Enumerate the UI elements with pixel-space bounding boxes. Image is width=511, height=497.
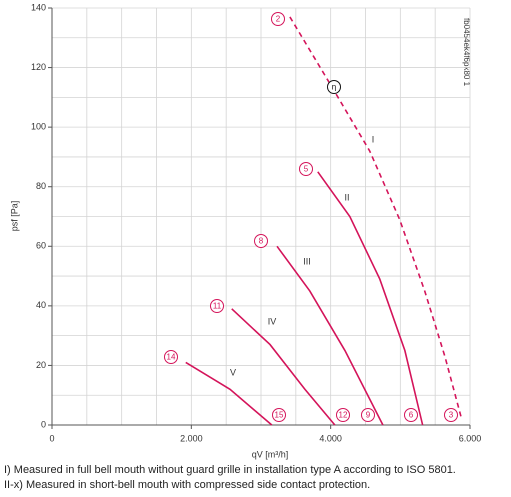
annotation-marker bbox=[336, 408, 350, 422]
y-tick-label: 0 bbox=[41, 419, 46, 429]
curve-label: V bbox=[230, 367, 236, 377]
x-axis-label: qV [m³/h] bbox=[252, 449, 289, 459]
annotation-marker bbox=[404, 408, 418, 422]
curve-label: II bbox=[344, 192, 349, 202]
annotation-marker bbox=[299, 162, 313, 176]
y-tick-label: 140 bbox=[31, 2, 46, 12]
annotation: 14 bbox=[167, 353, 176, 362]
annotation-marker bbox=[444, 408, 458, 422]
annotation-marker bbox=[327, 80, 341, 94]
curve-label: IV bbox=[268, 316, 277, 326]
y-axis-label: psf [Pa] bbox=[9, 201, 19, 232]
curve bbox=[289, 16, 463, 420]
annotation: 3 bbox=[449, 411, 454, 420]
annotation-marker bbox=[164, 350, 178, 364]
curve-label: I bbox=[372, 134, 375, 144]
curve-label: III bbox=[303, 256, 311, 266]
annotation: 6 bbox=[409, 411, 414, 420]
curve bbox=[276, 245, 384, 426]
annotation: 5 bbox=[304, 165, 309, 174]
y-tick-label: 100 bbox=[31, 122, 46, 132]
x-tick-label: 6.000 bbox=[459, 433, 482, 443]
annotation: 12 bbox=[339, 411, 348, 420]
annotation-marker bbox=[361, 408, 375, 422]
footnote: II-x) Measured in short-bell mouth with … bbox=[4, 479, 370, 491]
curve bbox=[317, 171, 424, 426]
annotation: 8 bbox=[259, 237, 264, 246]
annotation-marker bbox=[254, 234, 268, 248]
annotation: η bbox=[332, 83, 336, 92]
y-tick-label: 40 bbox=[36, 300, 46, 310]
annotation: 9 bbox=[366, 411, 371, 420]
x-tick-label: 2.000 bbox=[180, 433, 203, 443]
annotation-marker bbox=[272, 408, 286, 422]
annotation: 11 bbox=[213, 302, 222, 311]
annotation: 15 bbox=[275, 411, 284, 420]
footnote: I) Measured in full bell mouth without g… bbox=[4, 464, 456, 476]
y-tick-label: 80 bbox=[36, 181, 46, 191]
y-tick-label: 60 bbox=[36, 241, 46, 251]
y-tick-label: 20 bbox=[36, 360, 46, 370]
y-tick-label: 120 bbox=[31, 62, 46, 72]
annotation-marker bbox=[271, 12, 285, 26]
drawing-code: fb0454ek4f6pk80 1 bbox=[462, 18, 471, 87]
annotation-marker bbox=[210, 299, 224, 313]
x-tick-label: 0 bbox=[49, 433, 54, 443]
annotation: 2 bbox=[276, 15, 281, 24]
curve bbox=[185, 361, 273, 426]
x-tick-label: 4.000 bbox=[319, 433, 342, 443]
curve bbox=[231, 308, 336, 426]
